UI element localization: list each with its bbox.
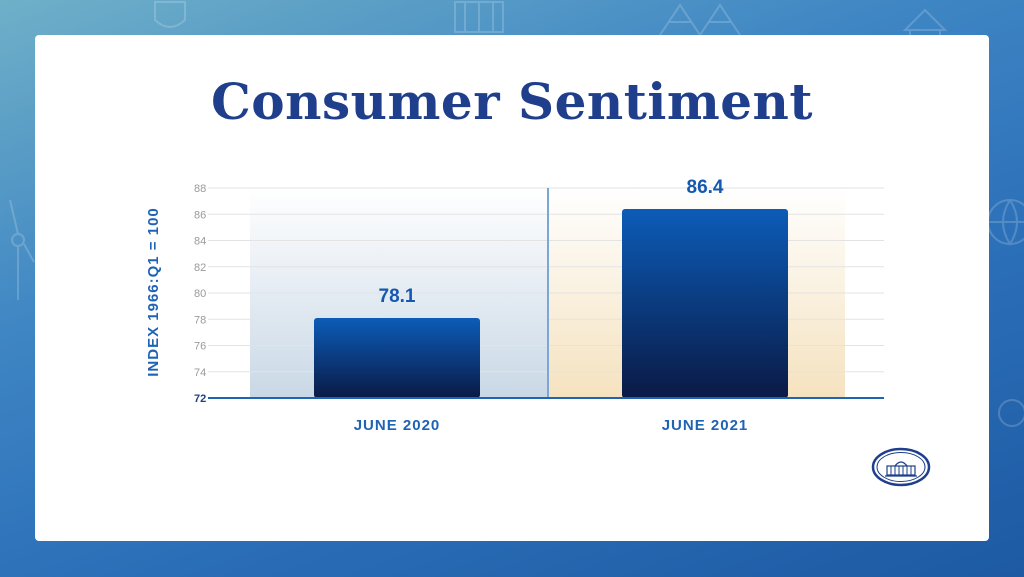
x-tick-label: JUNE 2020 bbox=[354, 417, 441, 434]
y-tick-label: 88 bbox=[194, 183, 206, 195]
y-tick-label: 82 bbox=[194, 262, 206, 274]
x-tick-label: JUNE 2021 bbox=[662, 417, 749, 434]
bar bbox=[622, 209, 788, 398]
y-tick-label: 78 bbox=[194, 314, 206, 326]
y-tick-label: 86 bbox=[194, 209, 206, 221]
y-tick-label: 80 bbox=[194, 288, 206, 300]
y-tick-label: 84 bbox=[194, 236, 206, 248]
wind-turbine-icon bbox=[9, 199, 35, 300]
bar bbox=[314, 317, 480, 398]
y-tick-labels: 72 74 76 78 80 82 84 86 88 bbox=[194, 183, 206, 405]
bars: 78.1 86.4 bbox=[314, 177, 788, 398]
building-icon bbox=[454, 1, 504, 33]
dollar-icon bbox=[998, 399, 1024, 427]
power-tower-icon bbox=[659, 3, 741, 36]
house-icon bbox=[902, 8, 948, 35]
y-tick-label: 76 bbox=[194, 341, 206, 353]
y-tick-label: 74 bbox=[194, 367, 206, 379]
page-title: Consumer Sentiment bbox=[211, 72, 813, 131]
white-house-seal-icon bbox=[871, 447, 931, 487]
data-label: 86.4 bbox=[687, 177, 724, 198]
y-axis-label: INDEX 1966:Q1 = 100 bbox=[145, 207, 162, 377]
data-label: 78.1 bbox=[379, 286, 416, 307]
y-tick-label: 72 bbox=[194, 393, 206, 405]
category-labels: JUNE 2020 JUNE 2021 bbox=[354, 417, 749, 434]
shield-icon bbox=[154, 1, 186, 28]
